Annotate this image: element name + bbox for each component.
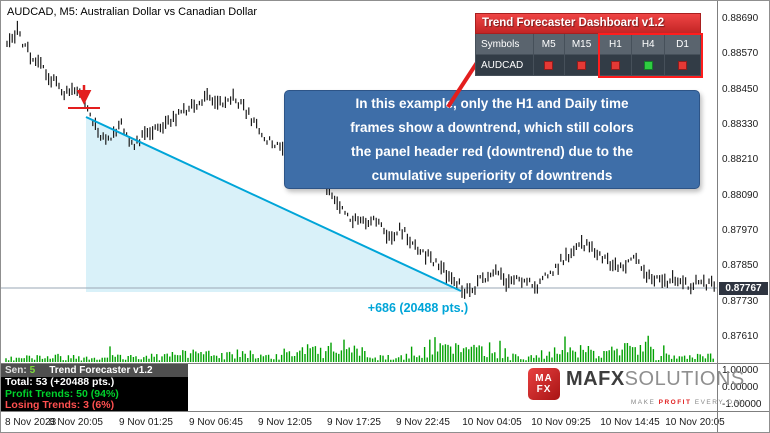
signal-square-h4-icon (643, 60, 653, 70)
time-axis-label: 8 Nov 2023 (5, 417, 57, 428)
dashboard-col-d1[interactable]: D1 (665, 34, 701, 55)
mafx-logo-icon: MA FX (528, 368, 560, 400)
dashboard-col-m5[interactable]: M5 (533, 34, 565, 55)
price-axis-label: 0.87850 (722, 260, 759, 271)
time-axis-label: 9 Nov 01:25 (119, 417, 173, 428)
price-axis-label: 0.88210 (722, 154, 759, 165)
signal-square-m5-icon (544, 60, 554, 70)
dashboard-col-symbols: Symbols (476, 34, 534, 55)
price-axis-label: 0.88330 (722, 119, 759, 130)
stats-losing-trends: Losing Trends: 3 (6%) (5, 398, 115, 411)
stats-total: Total: 53 (+20488 pts.) (5, 376, 115, 389)
annotation-callout: In this example, only the H1 and Daily t… (284, 90, 700, 189)
time-axis-label: 10 Nov 14:45 (600, 417, 660, 428)
price-chart-canvas[interactable] (1, 1, 717, 363)
stats-profit-trends: Profit Trends: 50 (94%) (5, 387, 119, 400)
stats-panel-title: Trend Forecaster v1.2 (49, 365, 153, 376)
signal-cell-d1 (665, 55, 701, 76)
price-axis-label: 0.87730 (722, 296, 759, 307)
stats-panel-header: Sen: 5 Trend Forecaster v1.2 (1, 364, 188, 377)
brand-name-bold: MAFX (566, 368, 625, 390)
dashboard-title: Trend Forecaster Dashboard v1.2 (475, 13, 701, 34)
tagline-make: MAKE (630, 399, 659, 406)
price-axis-separator (717, 1, 718, 432)
price-axis-label: 0.88090 (722, 190, 759, 201)
time-axis-label: 10 Nov 20:05 (665, 417, 725, 428)
time-axis-label: 10 Nov 09:25 (531, 417, 591, 428)
dashboard-col-h1[interactable]: H1 (599, 34, 633, 55)
signal-square-m15-icon (577, 60, 587, 70)
time-axis-label: 9 Nov 06:45 (189, 417, 243, 428)
time-axis-label: 9 Nov 17:25 (327, 417, 381, 428)
dashboard-symbol-audcad[interactable]: AUDCAD (476, 55, 534, 76)
signal-cell-h1 (599, 55, 633, 76)
annotation-line: the panel header red (downtrend) due to … (350, 143, 634, 159)
annotation-line: In this example, only the H1 and Daily t… (355, 95, 629, 111)
signal-cell-m5 (533, 55, 565, 76)
price-axis-label: 0.88450 (722, 84, 759, 95)
trend-forecaster-dashboard: Trend Forecaster Dashboard v1.2 Symbols … (475, 13, 703, 78)
time-axis-separator (1, 411, 769, 412)
stats-panel-body: Total: 53 (+20488 pts.) Profit Trends: 5… (1, 377, 188, 411)
brand-tagline: MAKE PROFIT EVERY DAY (566, 392, 745, 413)
signal-cell-h4 (632, 55, 666, 76)
logo-icon-bottom-text: FX (536, 384, 552, 395)
annotation-line: cumulative superiority of downtrends (371, 167, 613, 183)
time-axis-label: 9 Nov 22:45 (396, 417, 450, 428)
brand-name-light: SOLUTIONS (624, 368, 745, 390)
indicator-axis-label: -1.00000 (722, 399, 762, 410)
trendline-points-label: +686 (20488 pts.) (367, 301, 469, 315)
price-axis-label: 0.87610 (722, 331, 759, 342)
time-axis-label: 10 Nov 04:05 (462, 417, 522, 428)
logo-icon-top-text: MA (535, 373, 553, 384)
price-axis-label: 0.88570 (722, 48, 759, 59)
sen-label: Sen: (5, 365, 27, 376)
indicator-axis-label: 0.00000 (722, 382, 759, 393)
tagline-profit: PROFIT (658, 399, 692, 406)
chart-title: AUDCAD, M5: Australian Dollar vs Canadia… (7, 6, 258, 18)
time-axis-label: 8 Nov 20:05 (49, 417, 103, 428)
signal-square-d1-icon (678, 60, 688, 70)
signal-cell-m15 (564, 55, 600, 76)
tagline-rest: EVERY DAY (691, 399, 745, 406)
highlight-rectangle (598, 33, 703, 78)
trendline[interactable] (85, 116, 462, 292)
mafx-logo: MA FX MAFXSOLUTIONS MAKE PROFIT EVERY DA… (528, 368, 745, 413)
dashboard-col-m15[interactable]: M15 (564, 34, 600, 55)
time-axis-label: 9 Nov 12:05 (258, 417, 312, 428)
signal-square-h1-icon (610, 60, 620, 70)
indicator-window-separator[interactable] (1, 363, 769, 364)
trend-forecaster-stats-panel: Sen: 5 Trend Forecaster v1.2 Total: 53 (… (1, 364, 188, 411)
current-price-tag: 0.87767 (719, 282, 768, 295)
dashboard-col-h4[interactable]: H4 (632, 34, 666, 55)
sen-value: 5 (29, 365, 36, 376)
price-axis-label: 0.88690 (722, 13, 759, 24)
indicator-axis-label: 1.00000 (722, 365, 759, 376)
price-axis-label: 0.87970 (722, 225, 759, 236)
annotation-line: frames show a downtrend, which still col… (350, 119, 634, 135)
mafx-logo-text: MAFXSOLUTIONS MAKE PROFIT EVERY DAY (566, 368, 745, 413)
